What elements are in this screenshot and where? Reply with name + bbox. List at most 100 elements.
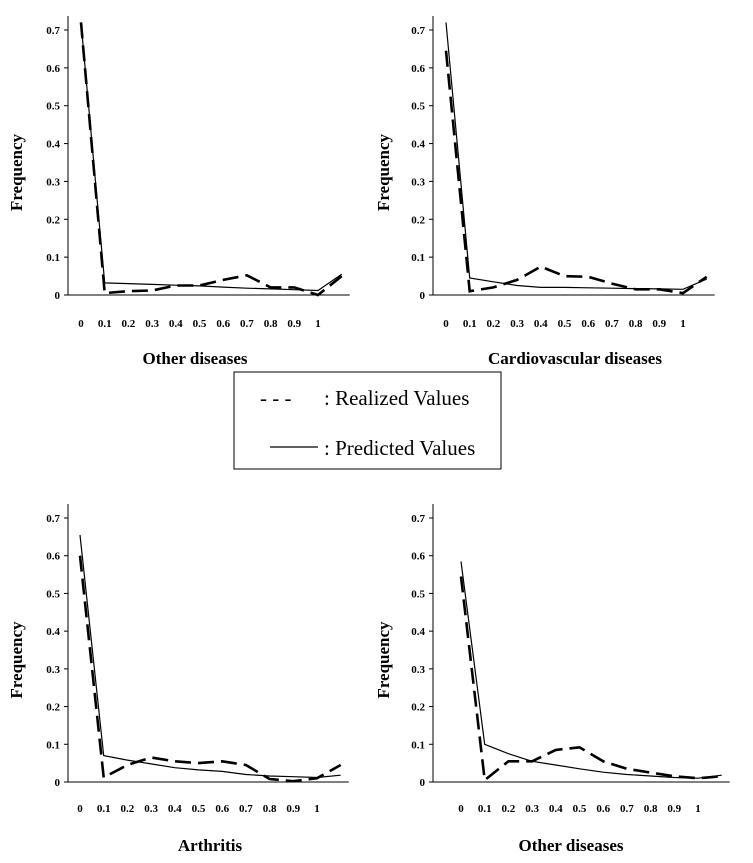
y-tick-label: 0.4 — [46, 626, 60, 638]
y-tick-label: 0 — [420, 290, 426, 302]
y-tick-label: 0 — [55, 777, 61, 789]
x-tick-label: 0.5 — [193, 318, 207, 330]
x-tick-label: 0.1 — [98, 318, 112, 330]
x-tick-label: 0.3 — [144, 803, 158, 815]
y-tick-label: 0.2 — [411, 702, 425, 714]
y-tick-label: 0.3 — [411, 664, 425, 676]
y-tick-label: 0.5 — [46, 588, 60, 600]
x-tick-label: 0.4 — [168, 803, 182, 815]
x-tick-label: 0.9 — [287, 318, 301, 330]
legend-predicted-label: : Predicted Values — [324, 436, 475, 460]
x-tick-label: 0.3 — [145, 318, 159, 330]
y-axis-label: Frequency — [7, 133, 26, 211]
x-tick-label: 0.1 — [478, 803, 492, 815]
predicted-values-line — [80, 22, 343, 292]
legend-box — [233, 371, 502, 470]
y-tick-label: 0.2 — [46, 214, 60, 226]
y-tick-label: 0 — [420, 777, 426, 789]
y-tick-label: 0 — [55, 290, 61, 302]
y-tick-label: 0.6 — [46, 63, 60, 75]
chart-panel-4: 0 0.1 0.2 0.3 0.4 0.5 0.6 0.7 0 0.1 0.2 0.3 0.4 0.5 0.… — [374, 504, 730, 855]
y-tick-label: 0.4 — [411, 139, 425, 151]
y-tick-label: 0.7 — [411, 25, 425, 37]
chart-title: Other diseases — [143, 349, 248, 368]
chart-panel-2: 0 0.1 0.2 0.3 0.4 0.5 0.6 0.7 0 0.1 0.2 0.3 0.4 0.5 0.… — [374, 16, 715, 368]
y-tick-label: 0.3 — [46, 664, 60, 676]
chart-title: Other diseases — [519, 836, 624, 855]
x-tick-label: 0.6 — [215, 803, 229, 815]
x-tick-label: 0.3 — [510, 318, 524, 330]
x-tick-label: 0.8 — [263, 803, 277, 815]
legend: - - - : Realized Values : Predicted Valu… — [233, 371, 502, 470]
y-tick-label: 0.7 — [46, 25, 60, 37]
y-axis-label: Frequency — [374, 621, 393, 699]
x-tick-label: 1 — [680, 318, 686, 330]
x-tick-label: 0 — [443, 318, 449, 330]
y-tick-label: 0.1 — [411, 252, 425, 264]
x-tick-label: 1 — [314, 803, 320, 815]
x-tick-label: 0.7 — [605, 318, 619, 330]
predicted-values-line — [445, 22, 707, 290]
chart-panel-3: 0 0.1 0.2 0.3 0.4 0.5 0.6 0.7 0 0.1 0.2 0.3 0.4 0.5 0.… — [7, 504, 349, 855]
x-tick-label: 0.4 — [534, 318, 548, 330]
chart-title: Arthritis — [178, 836, 243, 855]
y-tick-label: 0.6 — [411, 63, 425, 75]
y-axis-label: Frequency — [7, 621, 26, 699]
y-tick-label: 0.3 — [411, 176, 425, 188]
realized-values-line — [79, 22, 343, 297]
x-tick-label: 0.2 — [502, 803, 516, 815]
x-tick-label: 0.1 — [97, 803, 111, 815]
y-tick-label: 0.7 — [411, 513, 425, 525]
x-tick-label: 0.6 — [216, 318, 230, 330]
x-tick-label: 0 — [458, 803, 464, 815]
y-axis-label: Frequency — [374, 133, 393, 211]
predicted-values-line — [79, 534, 341, 779]
y-tick-label: 0.1 — [46, 252, 60, 264]
x-tick-label: 0.2 — [121, 803, 135, 815]
x-tick-label: 0.3 — [525, 803, 539, 815]
x-tick-label: 0.9 — [652, 318, 666, 330]
x-tick-label: 0.5 — [192, 803, 206, 815]
legend-realized-symbol: - - - — [260, 386, 291, 410]
x-tick-label: 0.5 — [558, 318, 572, 330]
realized-values-line — [78, 555, 342, 783]
x-tick-label: 0.6 — [596, 803, 610, 815]
legend-realized-label: : Realized Values — [324, 386, 469, 410]
y-tick-label: 0.3 — [46, 176, 60, 188]
x-tick-label: 0 — [78, 318, 84, 330]
x-tick-label: 1 — [315, 318, 321, 330]
y-tick-label: 0.1 — [411, 739, 425, 751]
y-tick-label: 0.4 — [411, 626, 425, 638]
chart-title: Cardiovascular diseases — [488, 349, 662, 368]
y-tick-label: 0.5 — [411, 588, 425, 600]
y-tick-label: 0.7 — [46, 513, 60, 525]
y-tick-label: 0.2 — [411, 214, 425, 226]
realized-values-line — [444, 50, 708, 295]
chart-panel-1: 0 0.1 0.2 0.3 0.4 0.5 0.6 0.7 0 0.1 0.2 0.3 0.4 0.5 0.… — [7, 16, 350, 368]
x-tick-label: 0.6 — [581, 318, 595, 330]
y-tick-label: 0.1 — [46, 739, 60, 751]
x-tick-label: 0.8 — [264, 318, 278, 330]
realized-values-line — [459, 576, 722, 783]
x-tick-label: 0.4 — [549, 803, 563, 815]
x-tick-label: 0.7 — [240, 318, 254, 330]
x-tick-label: 0.1 — [463, 318, 477, 330]
x-tick-label: 0.7 — [620, 803, 634, 815]
x-tick-label: 0 — [77, 803, 83, 815]
x-tick-label: 0.9 — [667, 803, 681, 815]
y-tick-label: 0.5 — [411, 101, 425, 113]
x-tick-label: 0.7 — [239, 803, 253, 815]
x-tick-label: 0.9 — [286, 803, 300, 815]
x-tick-label: 0.8 — [629, 318, 643, 330]
x-tick-label: 0.2 — [122, 318, 136, 330]
x-tick-label: 0.5 — [573, 803, 587, 815]
y-tick-label: 0.2 — [46, 702, 60, 714]
x-tick-label: 0.2 — [487, 318, 501, 330]
x-tick-label: 1 — [695, 803, 701, 815]
y-tick-label: 0.5 — [46, 101, 60, 113]
y-tick-label: 0.4 — [46, 139, 60, 151]
predicted-values-line — [460, 561, 722, 779]
x-tick-label: 0.4 — [169, 318, 183, 330]
x-tick-label: 0.8 — [644, 803, 658, 815]
